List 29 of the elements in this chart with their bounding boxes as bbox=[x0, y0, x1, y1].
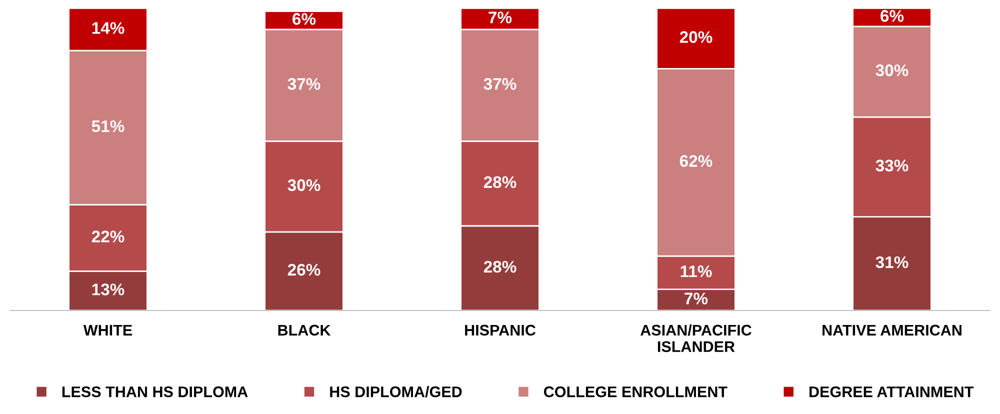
legend-label: HS DIPLOMA/GED bbox=[330, 386, 462, 398]
x-tick-label: NATIVE AMERICAN bbox=[822, 324, 962, 336]
data-label: 26% bbox=[288, 264, 320, 276]
x-tick-label: ASIAN/PACIFIC ISLANDER bbox=[640, 324, 752, 352]
data-label: 37% bbox=[484, 78, 516, 90]
data-label: 14% bbox=[92, 22, 124, 34]
data-label: 13% bbox=[92, 284, 124, 296]
data-label: 62% bbox=[680, 155, 712, 167]
x-tick-label: BLACK bbox=[278, 324, 331, 336]
data-label: 51% bbox=[92, 120, 124, 132]
x-tick-label: WHITE bbox=[83, 324, 132, 336]
data-label: 6% bbox=[880, 10, 904, 22]
data-label: 11% bbox=[680, 265, 712, 278]
legend-label: LESS THAN HS DIPLOMA bbox=[62, 386, 248, 398]
legend-label: COLLEGE ENROLLMENT bbox=[544, 386, 728, 398]
data-label: 37% bbox=[288, 78, 320, 90]
data-label: 28% bbox=[484, 176, 516, 188]
data-label: 28% bbox=[484, 260, 516, 273]
data-label: 7% bbox=[488, 12, 512, 24]
x-tick-label: HISPANIC bbox=[465, 324, 536, 336]
data-label: 20% bbox=[680, 31, 712, 43]
data-label: 31% bbox=[876, 256, 908, 268]
legend-label: DEGREE ATTAINMENT bbox=[810, 386, 974, 398]
data-label: 7% bbox=[684, 292, 708, 304]
data-label: 30% bbox=[288, 179, 320, 192]
data-label: 30% bbox=[876, 64, 908, 76]
data-label: 6% bbox=[292, 13, 316, 25]
data-label: 33% bbox=[876, 160, 908, 172]
data-label: 22% bbox=[92, 230, 124, 242]
